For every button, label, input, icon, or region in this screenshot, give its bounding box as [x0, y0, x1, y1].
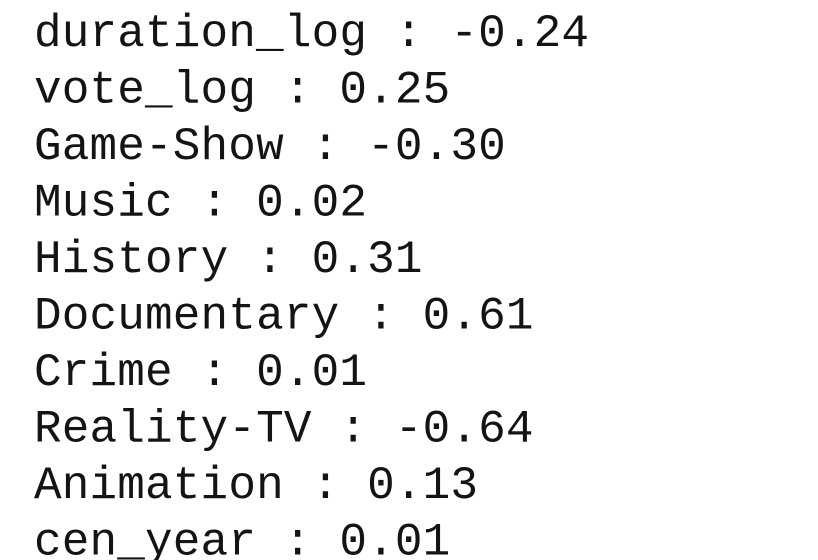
- output-line: Music : 0.02: [34, 178, 367, 230]
- output-line: duration_log : -0.24: [34, 8, 589, 60]
- output-line: History : 0.31: [34, 234, 423, 286]
- output-line: vote_log : 0.25: [34, 65, 450, 117]
- output-line: Reality-TV : -0.64: [34, 404, 534, 456]
- output-line: Game-Show : -0.30: [34, 121, 506, 173]
- output-line: Animation : 0.13: [34, 460, 478, 512]
- output-line: cen_year : 0.01: [34, 517, 450, 560]
- output-line: Documentary : 0.61: [34, 291, 534, 343]
- output-line: Crime : 0.01: [34, 347, 367, 399]
